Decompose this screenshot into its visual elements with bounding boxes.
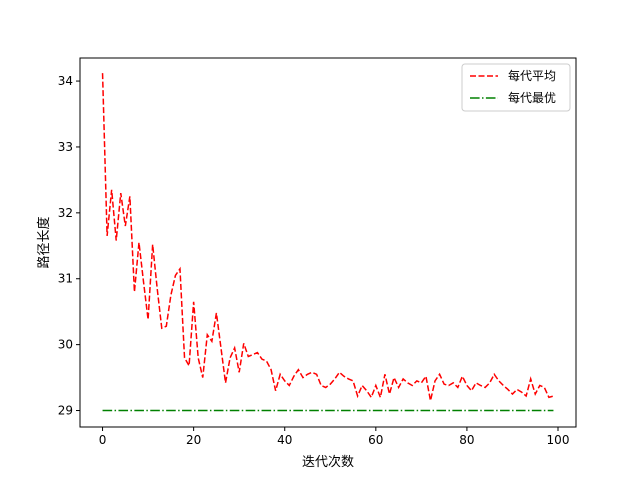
x-axis-ticks: 0 20 40 60 80 100 xyxy=(99,427,570,447)
legend: 每代平均 每代最优 xyxy=(461,63,571,112)
series-line-average xyxy=(101,73,554,401)
y-tick-label: 30 xyxy=(58,338,73,352)
x-tick-label: 100 xyxy=(547,433,570,447)
x-axis-label: 迭代次数 xyxy=(302,454,354,470)
legend-label-best: 每代最优 xyxy=(508,90,556,105)
series-layer xyxy=(101,73,554,412)
x-tick-label: 60 xyxy=(368,433,383,447)
y-tick-label: 34 xyxy=(58,74,73,88)
x-tick-label: 80 xyxy=(459,433,474,447)
x-tick-label: 0 xyxy=(99,433,107,447)
x-tick-label: 40 xyxy=(277,433,292,447)
x-tick-label: 20 xyxy=(186,433,201,447)
y-axis-label: 路径长度 xyxy=(36,216,52,268)
legend-label-average: 每代平均 xyxy=(508,68,556,83)
y-tick-label: 31 xyxy=(58,272,73,286)
y-tick-label: 33 xyxy=(58,140,73,154)
y-tick-label: 32 xyxy=(58,206,73,220)
plot-frame xyxy=(79,57,577,428)
y-axis-ticks: 29 30 31 32 33 34 xyxy=(58,74,80,418)
y-tick-label: 29 xyxy=(58,404,73,418)
